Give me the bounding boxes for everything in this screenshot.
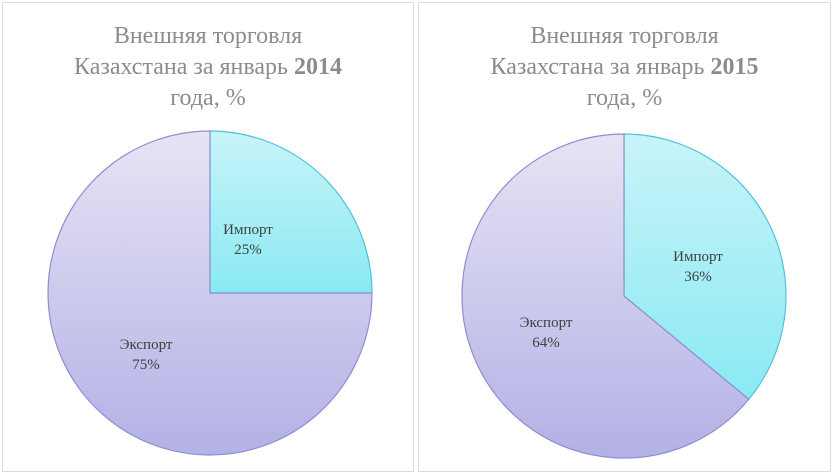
chart-title-line-2: Казахстана за январь xyxy=(74,54,288,80)
pie-slice-export xyxy=(461,133,750,459)
chart-panel-2015: Внешняя торговля Казахстана за январь 20… xyxy=(418,2,831,472)
slice-label-import-name: Импорт xyxy=(673,249,723,265)
pie-chart-2014: Импорт 25% Экспорт 75% xyxy=(47,130,373,456)
chart-panel-2014: Внешняя торговля Казахстана за январь 20… xyxy=(2,2,414,472)
chart-title-year: 2015 xyxy=(710,54,759,80)
pie-slice-export xyxy=(47,130,373,456)
chart-title-line-1: Внешняя торговля xyxy=(113,23,303,49)
chart-title-line-1: Внешняя торговля xyxy=(530,23,719,49)
pie-slice-import xyxy=(623,133,787,401)
chart-title-line-3: года, % xyxy=(170,85,246,111)
chart-title-year: 2014 xyxy=(294,54,342,80)
slice-label-import-value: 36% xyxy=(684,269,712,285)
slice-label-import-name: Импорт xyxy=(223,222,273,238)
slice-label-import-value: 25% xyxy=(234,242,262,258)
chart-title: Внешняя торговля Казахстана за январь 20… xyxy=(3,21,413,114)
pie-slice-import xyxy=(209,130,373,294)
pie-chart-2015: Импорт 36% Экспорт 64% xyxy=(461,133,787,459)
chart-title-line-2: Казахстана за январь xyxy=(490,54,705,80)
slice-label-export-name: Экспорт xyxy=(520,315,573,331)
slice-label-export-value: 75% xyxy=(132,357,160,373)
chart-title: Внешняя торговля Казахстана за январь 20… xyxy=(419,21,830,114)
slice-label-export-name: Экспорт xyxy=(120,337,173,353)
slice-label-export-value: 64% xyxy=(532,335,560,351)
chart-title-line-3: года, % xyxy=(586,85,663,111)
